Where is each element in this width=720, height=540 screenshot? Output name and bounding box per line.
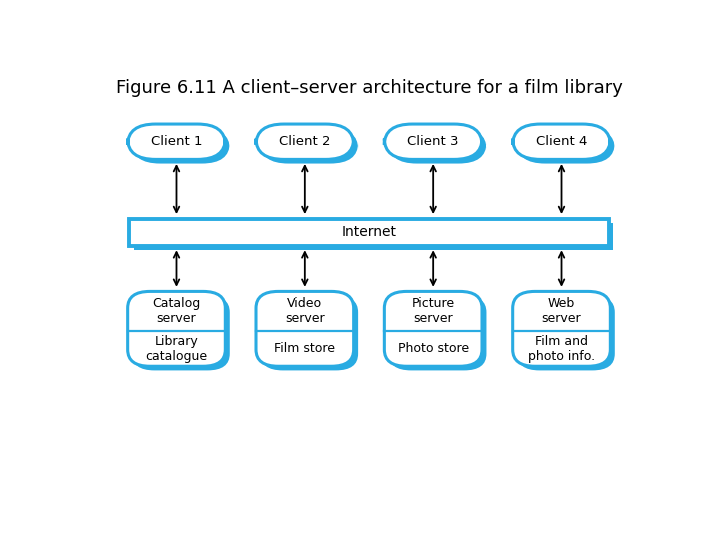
Text: Client 4: Client 4 bbox=[536, 135, 588, 148]
FancyBboxPatch shape bbox=[127, 124, 225, 159]
FancyBboxPatch shape bbox=[513, 124, 611, 159]
Text: Film store: Film store bbox=[274, 342, 336, 355]
Text: Client 3: Client 3 bbox=[408, 135, 459, 148]
FancyBboxPatch shape bbox=[132, 295, 230, 370]
FancyBboxPatch shape bbox=[261, 128, 358, 164]
FancyBboxPatch shape bbox=[517, 128, 615, 164]
FancyBboxPatch shape bbox=[261, 295, 358, 370]
FancyBboxPatch shape bbox=[384, 292, 482, 366]
Text: Web
server: Web server bbox=[541, 297, 581, 325]
Text: Video
server: Video server bbox=[285, 297, 325, 325]
FancyBboxPatch shape bbox=[132, 128, 230, 164]
FancyBboxPatch shape bbox=[256, 292, 354, 366]
FancyBboxPatch shape bbox=[517, 295, 615, 370]
Text: Photo store: Photo store bbox=[397, 342, 469, 355]
FancyBboxPatch shape bbox=[389, 295, 487, 370]
Text: Client 2: Client 2 bbox=[279, 135, 330, 148]
Text: Film and
photo info.: Film and photo info. bbox=[528, 335, 595, 362]
Text: Figure 6.11 A client–server architecture for a film library: Figure 6.11 A client–server architecture… bbox=[116, 79, 622, 97]
Text: Library
catalogue: Library catalogue bbox=[145, 335, 207, 362]
FancyBboxPatch shape bbox=[133, 223, 613, 250]
FancyBboxPatch shape bbox=[129, 219, 609, 246]
FancyBboxPatch shape bbox=[384, 124, 482, 159]
Text: Internet: Internet bbox=[341, 225, 397, 239]
Text: Picture
server: Picture server bbox=[412, 297, 455, 325]
FancyBboxPatch shape bbox=[389, 128, 487, 164]
FancyBboxPatch shape bbox=[256, 124, 354, 159]
FancyBboxPatch shape bbox=[127, 292, 225, 366]
Text: Client 1: Client 1 bbox=[150, 135, 202, 148]
Text: Catalog
server: Catalog server bbox=[153, 297, 201, 325]
FancyBboxPatch shape bbox=[513, 292, 611, 366]
